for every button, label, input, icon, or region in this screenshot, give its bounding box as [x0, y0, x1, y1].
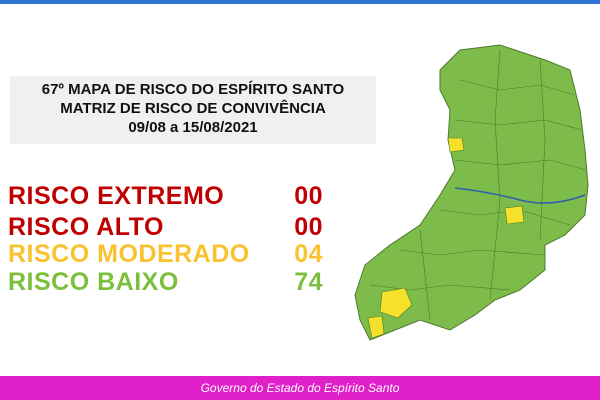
title-line: MATRIZ DE RISCO DE CONVIVÊNCIA	[60, 100, 326, 117]
risk-label: RISCO BAIXO	[8, 268, 179, 296]
municipal-borders	[369, 49, 587, 321]
moderate-area	[367, 315, 385, 339]
title-line: 09/08 a 15/08/2021	[128, 119, 258, 136]
moderate-area	[379, 287, 413, 319]
risk-count: 00	[294, 213, 323, 241]
title-box: 67º MAPA DE RISCO DO ESPÍRITO SANTO MATR…	[10, 76, 376, 144]
state-map	[354, 44, 589, 341]
risk-label: RISCO ALTO	[8, 213, 164, 241]
risk-count: 04	[294, 240, 323, 268]
title-line: 67º MAPA DE RISCO DO ESPÍRITO SANTO	[41, 81, 345, 98]
moderate-area	[504, 205, 525, 225]
top-line	[0, 0, 600, 4]
risk-label: RISCO EXTREMO	[8, 182, 225, 210]
risk-count: 74	[294, 268, 323, 296]
moderate-area	[447, 137, 465, 153]
risk-count: 00	[294, 182, 323, 210]
river	[454, 187, 586, 204]
footer: Governo do Estado do Espírito Santo	[0, 376, 600, 400]
state-shape	[354, 44, 589, 341]
risk-label: RISCO MODERADO	[8, 240, 250, 268]
